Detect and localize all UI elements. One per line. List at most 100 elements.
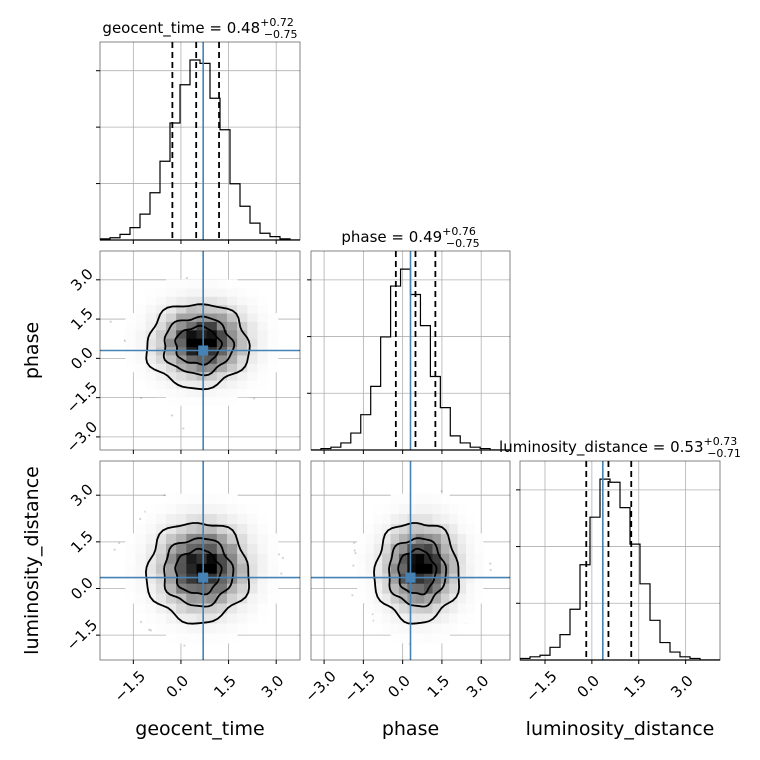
density-panel-phase-vs-geocent_time (96, 250, 301, 454)
histogram-luminosity_distance (520, 478, 720, 660)
density-cell (257, 543, 269, 554)
density-cell (398, 513, 408, 524)
density-cell (474, 573, 484, 584)
density-cell (466, 613, 475, 624)
density-cell (186, 493, 198, 505)
density-cell (135, 593, 147, 604)
density-cell (206, 338, 218, 348)
density-cell (135, 354, 147, 364)
density-cell (196, 563, 208, 574)
density-cell (382, 593, 392, 604)
density-cell (407, 613, 417, 624)
density-cell (166, 388, 177, 398)
density-cell (166, 613, 177, 624)
density-content (100, 461, 300, 660)
density-cell (365, 593, 375, 604)
density-cell (247, 553, 258, 564)
density-cell (166, 573, 177, 584)
density-cell (196, 593, 208, 604)
x-tick-label: 3.0 (258, 672, 288, 702)
density-cell (125, 583, 137, 594)
density-cell (125, 593, 137, 604)
density-cell (166, 622, 177, 634)
density-cell (216, 503, 228, 515)
contour-line (163, 537, 235, 608)
density-cell (415, 493, 425, 505)
density-cell (216, 613, 228, 624)
density-cell (424, 613, 433, 624)
density-cell (257, 603, 269, 614)
density-cell (196, 553, 208, 564)
density-cell (257, 583, 269, 594)
density-cell (226, 296, 238, 306)
density-cell (125, 553, 137, 564)
density-cell (237, 380, 248, 389)
contour-line (145, 303, 251, 391)
density-cell (176, 371, 187, 381)
density-cell (247, 371, 258, 381)
density-cell (155, 593, 167, 604)
density-cell (432, 493, 442, 505)
density-cell (176, 573, 187, 584)
density-cell (457, 533, 467, 544)
density-cell (145, 296, 157, 306)
density-cell (196, 396, 208, 406)
density-cell (247, 513, 258, 524)
density-cell (415, 613, 425, 624)
density-cell (237, 563, 248, 574)
density-cell (267, 593, 279, 604)
density-cell (125, 563, 137, 574)
density-cell (474, 533, 484, 544)
density-cell (135, 329, 147, 339)
y-tick-label: 3.0 (67, 480, 97, 510)
density-cell (237, 363, 248, 373)
density-cell (247, 523, 258, 534)
density-cell (449, 543, 459, 554)
density-cell (257, 553, 269, 564)
density-cell (226, 543, 238, 554)
density-panel-luminosity_distance-vs-geocent_time (96, 460, 301, 664)
density-cell (176, 396, 187, 406)
density-cell (365, 543, 375, 554)
density-cell (166, 513, 177, 524)
density-cell (135, 338, 147, 348)
sample-point (281, 556, 284, 560)
density-cell (247, 583, 258, 594)
density-cell (155, 573, 167, 584)
density-cell (247, 613, 258, 624)
density-cell (382, 563, 392, 574)
density-cell (226, 396, 238, 406)
density-cell (449, 553, 459, 564)
density-cell (440, 523, 450, 534)
density-cell (457, 583, 467, 594)
sample-point (182, 427, 185, 430)
density-cell (247, 287, 258, 297)
density-cell (166, 363, 177, 373)
density-cell (237, 613, 248, 624)
x-tick-label: 3.0 (463, 672, 493, 702)
density-cell (135, 563, 147, 574)
density-cell (390, 503, 400, 515)
sample-point (140, 396, 143, 400)
density-cell (155, 583, 167, 594)
density-cell (398, 533, 408, 544)
density-cell (135, 523, 147, 534)
density-cell (407, 533, 417, 544)
density-cell (432, 603, 442, 614)
density-cell (382, 603, 392, 614)
density-cell (237, 296, 248, 306)
density-cell (206, 371, 218, 381)
density-cell (155, 321, 167, 331)
density-cell (382, 573, 392, 584)
sample-point (252, 397, 256, 400)
density-cell (155, 354, 167, 364)
density-cell (166, 396, 177, 406)
density-cell (226, 593, 238, 604)
density-cell (424, 603, 433, 614)
density-cell (176, 287, 187, 297)
density-cell (457, 513, 467, 524)
contour-line (144, 522, 251, 625)
density-cell (206, 553, 218, 564)
density-cell (186, 279, 198, 289)
title-minus: −0.75 (446, 237, 480, 250)
